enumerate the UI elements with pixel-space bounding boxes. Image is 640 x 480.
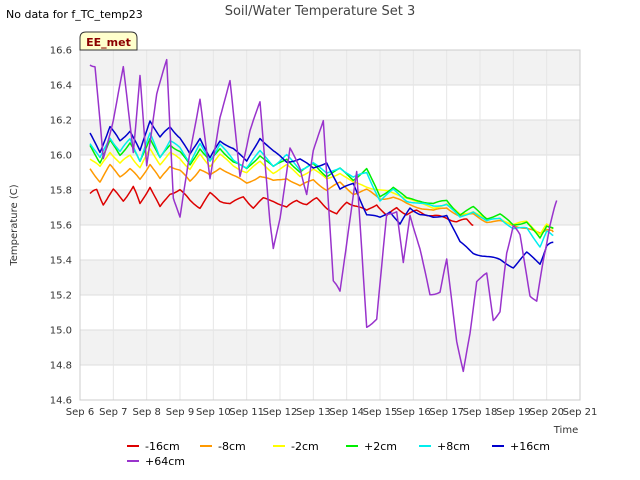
y-tick-label: 15.2 bbox=[50, 291, 72, 302]
y-tick-label: 14.6 bbox=[50, 396, 72, 407]
x-tick-label: Sep 19 bbox=[496, 407, 531, 418]
x-tick-label: Sep 15 bbox=[363, 407, 398, 418]
x-tick-label: Sep 20 bbox=[529, 407, 564, 418]
plot-band bbox=[80, 260, 580, 295]
x-tick-label: Sep 17 bbox=[429, 407, 464, 418]
legend-label: -2cm bbox=[291, 440, 319, 453]
series-line bbox=[89, 148, 554, 236]
x-axis-label: Time bbox=[553, 425, 578, 436]
y-axis-label: Temperature (C) bbox=[9, 184, 20, 266]
legend-label: +8cm bbox=[437, 440, 470, 453]
legend-label: +64cm bbox=[145, 455, 185, 468]
series-line bbox=[89, 163, 554, 234]
y-tick-label: 15.8 bbox=[50, 186, 72, 197]
series-line bbox=[89, 120, 554, 269]
x-tick-label: Sep 13 bbox=[296, 407, 331, 418]
x-tick-label: Sep 10 bbox=[196, 407, 231, 418]
plot-band bbox=[80, 330, 580, 365]
badge-label: EE_met bbox=[86, 36, 131, 49]
x-tick-label: Sep 7 bbox=[99, 407, 127, 418]
x-tick-label: Sep 12 bbox=[263, 407, 298, 418]
y-tick-label: 14.8 bbox=[50, 361, 72, 372]
legend-label: +16cm bbox=[510, 440, 550, 453]
chart-title: Soil/Water Temperature Set 3 bbox=[225, 4, 416, 19]
y-axis-ticks: 14.6 14.8 15.0 15.2 15.4 15.6 15.8 16.0 16.2 16.4… bbox=[50, 46, 72, 407]
plot-band bbox=[80, 365, 580, 400]
x-tick-label: Sep 9 bbox=[166, 407, 194, 418]
legend-label: -16cm bbox=[145, 440, 180, 453]
series-line bbox=[89, 58, 558, 373]
no-data-note: No data for f_TC_temp23 bbox=[6, 8, 143, 21]
y-tick-label: 16.6 bbox=[50, 46, 72, 57]
series-line bbox=[89, 132, 554, 248]
y-tick-label: 15.4 bbox=[50, 256, 72, 267]
legend: -16cm -8cm -2cm +2cm +8cm +16cm +64cm bbox=[127, 440, 550, 468]
y-tick-label: 15.6 bbox=[50, 221, 72, 232]
plot-band bbox=[80, 50, 580, 85]
x-tick-label: Sep 6 bbox=[66, 407, 94, 418]
y-tick-label: 15.0 bbox=[50, 326, 72, 337]
x-tick-label: Sep 11 bbox=[229, 407, 264, 418]
legend-label: +2cm bbox=[364, 440, 397, 453]
series-lines bbox=[89, 58, 558, 373]
x-tick-label: Sep 18 bbox=[463, 407, 498, 418]
y-tick-label: 16.2 bbox=[50, 116, 72, 127]
series-line bbox=[89, 185, 474, 226]
y-tick-label: 16.4 bbox=[50, 81, 72, 92]
x-tick-label: Sep 16 bbox=[396, 407, 431, 418]
plot-band bbox=[80, 85, 580, 120]
x-tick-label: Sep 8 bbox=[132, 407, 160, 418]
x-tick-label: Sep 21 bbox=[563, 407, 598, 418]
plot-band bbox=[80, 120, 580, 155]
plot-background bbox=[80, 50, 580, 400]
legend-label: -8cm bbox=[218, 440, 246, 453]
plot-frame bbox=[79, 49, 581, 401]
y-tick-label: 16.0 bbox=[50, 151, 72, 162]
badge-shape bbox=[79, 31, 138, 51]
station-badge: EE_met bbox=[79, 31, 138, 51]
plot-band bbox=[80, 295, 580, 330]
x-tick-label: Sep 14 bbox=[329, 407, 364, 418]
